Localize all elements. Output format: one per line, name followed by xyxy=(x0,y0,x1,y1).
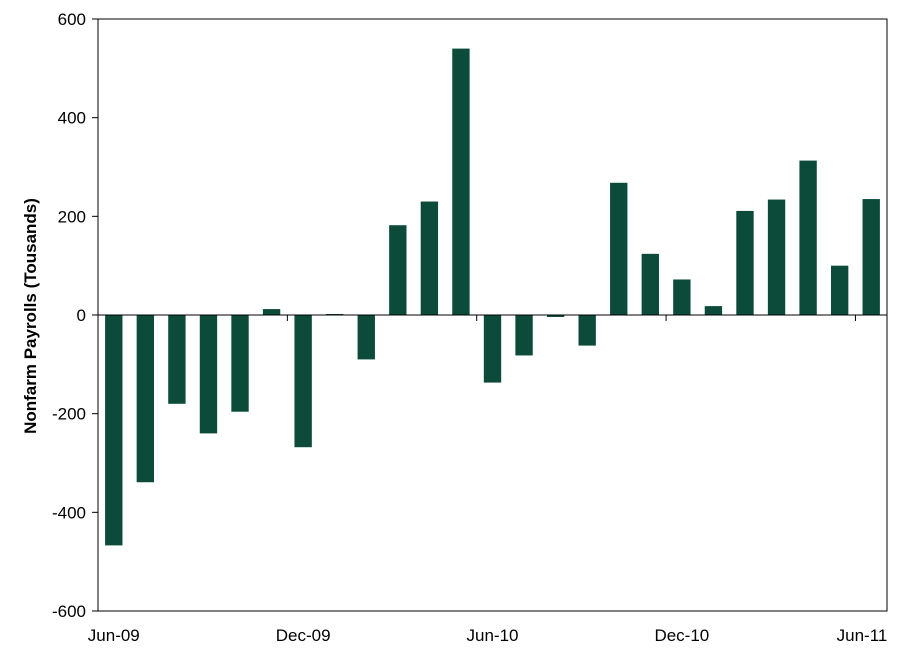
bar-Mar-10 xyxy=(389,225,407,315)
bar-Jul-09 xyxy=(136,315,155,483)
x-tick-label: Jun-09 xyxy=(88,626,140,645)
bar-Dec-10 xyxy=(673,279,691,315)
bar-Oct-09 xyxy=(231,315,249,412)
bar-Feb-10 xyxy=(357,315,375,360)
bars-group xyxy=(105,48,880,546)
y-axis: 600 400 200 0 -200 -400 -600 xyxy=(52,10,98,621)
bar-Sep-10 xyxy=(578,315,596,346)
plot-frame xyxy=(97,18,888,612)
y-tick-label: -600 xyxy=(52,602,86,621)
bar-May-10 xyxy=(452,48,470,315)
y-tick-label: 200 xyxy=(58,207,86,226)
bar-Nov-10 xyxy=(641,253,659,315)
x-tick-label: Dec-10 xyxy=(654,626,709,645)
bar-Jan-11 xyxy=(704,306,723,315)
y-tick-label: 400 xyxy=(58,109,86,128)
y-tick-label: -200 xyxy=(52,405,86,424)
y-tick-label: 600 xyxy=(58,10,86,29)
bar-Apr-11 xyxy=(799,160,817,315)
y-axis-title: Nonfarm Payrolls (Tousands) xyxy=(21,198,40,434)
y-tick-label: -400 xyxy=(52,503,86,522)
bar-Nov-09 xyxy=(262,309,281,315)
bar-Sep-09 xyxy=(199,315,218,434)
bar-Feb-11 xyxy=(736,210,754,315)
bar-Jun-10 xyxy=(483,315,502,383)
bar-Aug-10 xyxy=(546,315,565,317)
x-tick-label: Jun-11 xyxy=(837,626,888,645)
bar-Jun-09 xyxy=(105,315,123,546)
bar-Jun-11 xyxy=(862,199,880,315)
bar-Jul-10 xyxy=(515,315,533,356)
x-tick-label: Jun-10 xyxy=(467,626,519,645)
bar-Dec-09 xyxy=(294,315,312,448)
bar-Aug-09 xyxy=(168,315,186,404)
x-axis: Jun-09 Dec-09 Jun-10 Dec-10 Jun-11 xyxy=(88,314,888,645)
bar-Oct-10 xyxy=(610,182,628,315)
bar-May-11 xyxy=(830,265,849,315)
bar-Apr-10 xyxy=(420,201,439,315)
bar-Mar-11 xyxy=(767,199,786,315)
x-tick-label: Dec-09 xyxy=(276,626,331,645)
y-tick-label: 0 xyxy=(77,306,86,325)
